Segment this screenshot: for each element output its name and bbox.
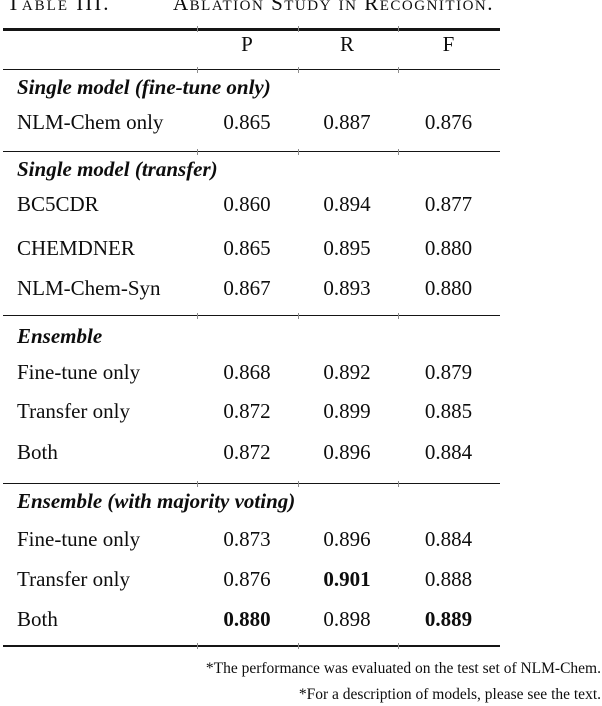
rule-header-bottom: [3, 66, 500, 73]
cell-f: 0.888: [424, 567, 473, 591]
section-header-label: Ensemble: [17, 324, 103, 348]
rule-section-divider: [3, 480, 500, 487]
row-label: BC5CDR: [17, 192, 99, 216]
footnote-1: *The performance was evaluated on the te…: [205, 660, 601, 677]
cell-r: 0.893: [323, 276, 371, 300]
table-row: Transfer only 0.872 0.899 0.885: [3, 400, 500, 422]
row-label: Fine-tune only: [17, 360, 141, 384]
cell-r: 0.894: [323, 192, 371, 216]
column-tick: [298, 480, 299, 487]
column-tick: [298, 148, 299, 155]
cell-p-bold: 0.880: [223, 607, 271, 631]
column-tick: [197, 643, 198, 649]
cell-p: 0.876: [223, 567, 271, 591]
column-tick: [398, 312, 399, 319]
cell-p: 0.873: [223, 527, 271, 551]
cell-f: 0.876: [424, 110, 473, 134]
column-header-p: P: [241, 32, 253, 56]
cell-r: 0.898: [323, 607, 371, 631]
cell-f: 0.884: [424, 440, 473, 464]
footnote-2: *For a description of models, please see…: [298, 686, 601, 703]
table-row: Fine-tune only 0.868 0.892 0.879: [3, 361, 500, 383]
cell-f: 0.880: [424, 276, 473, 300]
cell-p: 0.872: [223, 440, 271, 464]
cell-p: 0.868: [223, 360, 271, 384]
column-tick: [398, 66, 399, 73]
table-row: CHEMDNER 0.865 0.895 0.880: [3, 237, 500, 259]
table-caption-title: Ablation Study in Recognition.: [173, 0, 494, 15]
table-header-row: P R F: [3, 33, 500, 55]
cell-f: 0.879: [424, 360, 473, 384]
table-caption-number: Table III.: [7, 0, 111, 15]
row-label: Transfer only: [17, 399, 130, 423]
cell-f-bold: 0.889: [424, 607, 473, 631]
cell-r: 0.896: [323, 527, 371, 551]
table-row: BC5CDR 0.860 0.894 0.877: [3, 193, 500, 215]
rule-bottom: [3, 643, 500, 649]
column-tick: [298, 643, 299, 649]
cell-f: 0.884: [424, 527, 473, 551]
table-row: NLM-Chem-Syn 0.867 0.893 0.880: [3, 277, 500, 299]
table-row: Both 0.872 0.896 0.884: [3, 441, 500, 463]
row-label: CHEMDNER: [17, 236, 135, 260]
section-header-label: Single model (transfer): [17, 157, 218, 181]
column-tick: [398, 643, 399, 649]
column-tick: [298, 66, 299, 73]
header-empty-cell: [3, 33, 197, 55]
column-header-r: R: [339, 32, 354, 56]
cell-f: 0.885: [424, 399, 473, 423]
rule-section-divider: [3, 148, 500, 155]
cell-f: 0.877: [424, 192, 473, 216]
row-label: NLM-Chem-Syn: [17, 276, 161, 300]
cell-r: 0.899: [323, 399, 371, 423]
column-tick: [197, 148, 198, 155]
cell-p: 0.860: [223, 192, 271, 216]
section-header-row: Single model (fine-tune only): [3, 76, 500, 98]
section-header-label: Ensemble (with majority voting): [17, 489, 296, 513]
table-caption: Table III. Ablation Study in Recognition…: [0, 0, 602, 15]
cell-r: 0.892: [323, 360, 371, 384]
column-tick: [197, 66, 198, 73]
table-row: Fine-tune only 0.873 0.896 0.884: [3, 528, 500, 550]
row-label: Transfer only: [17, 567, 130, 591]
cell-r: 0.895: [323, 236, 371, 260]
section-header-label: Single model (fine-tune only): [17, 75, 271, 99]
section-header-row: Ensemble (with majority voting): [3, 490, 500, 512]
column-tick: [298, 26, 299, 32]
column-tick: [197, 480, 198, 487]
row-label: NLM-Chem only: [17, 110, 164, 134]
cell-r: 0.887: [323, 110, 371, 134]
rule-top: [3, 26, 500, 32]
column-tick: [398, 26, 399, 32]
row-label: Both: [17, 440, 58, 464]
table-row: Both 0.880 0.898 0.889: [3, 608, 500, 630]
section-header-row: Single model (transfer): [3, 158, 500, 180]
cell-r: 0.896: [323, 440, 371, 464]
column-header-f: F: [442, 32, 455, 56]
cell-p: 0.865: [223, 110, 271, 134]
cell-p: 0.865: [223, 236, 271, 260]
cell-p: 0.867: [223, 276, 271, 300]
table-row: Transfer only 0.876 0.901 0.888: [3, 568, 500, 590]
cell-p: 0.872: [223, 399, 271, 423]
table-row: NLM-Chem only 0.865 0.887 0.876: [3, 111, 500, 133]
column-tick: [197, 312, 198, 319]
column-tick: [298, 312, 299, 319]
column-tick: [197, 26, 198, 32]
cell-f: 0.880: [424, 236, 473, 260]
rule-section-divider: [3, 312, 500, 319]
cell-r-bold: 0.901: [323, 567, 371, 591]
column-tick: [398, 480, 399, 487]
section-header-row: Ensemble: [3, 325, 500, 347]
row-label: Both: [17, 607, 58, 631]
row-label: Fine-tune only: [17, 527, 141, 551]
column-tick: [398, 148, 399, 155]
